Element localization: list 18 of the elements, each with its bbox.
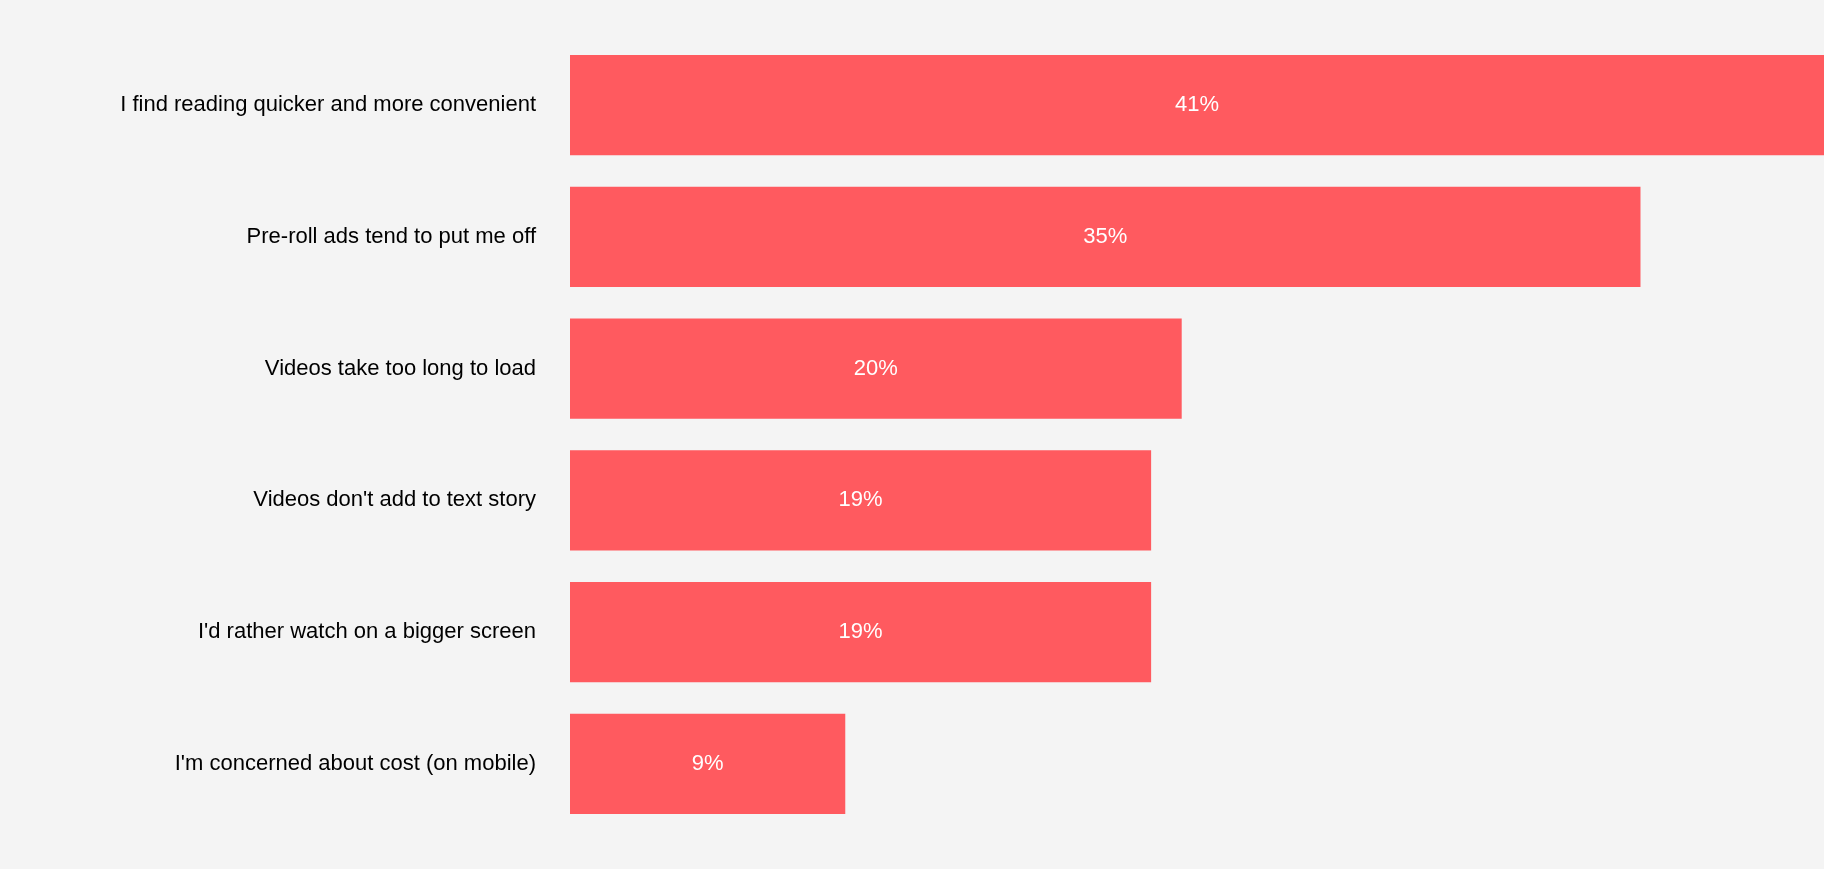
bar: [570, 582, 1152, 683]
y-tick-label: Videos take too long to load: [264, 354, 536, 380]
data-label: 19%: [838, 618, 883, 644]
bar: [570, 55, 1824, 156]
bar: [570, 318, 1182, 419]
bar: [570, 713, 846, 814]
data-label: 20%: [853, 354, 898, 380]
y-tick-label: I'd rather watch on a bigger screen: [197, 618, 536, 644]
y-tick-label: Videos don't add to text story: [253, 486, 536, 512]
bar: [570, 450, 1152, 551]
y-tick-label: I'm concerned about cost (on mobile): [174, 749, 536, 775]
data-label: 35%: [1083, 222, 1128, 248]
y-tick-label: Pre-roll ads tend to put me off: [246, 222, 537, 248]
data-label: 19%: [838, 486, 883, 512]
y-tick-label: I find reading quicker and more convenient: [120, 91, 536, 117]
bar: [570, 186, 1641, 287]
data-label: 9%: [691, 749, 724, 775]
data-label: 41%: [1174, 91, 1220, 117]
